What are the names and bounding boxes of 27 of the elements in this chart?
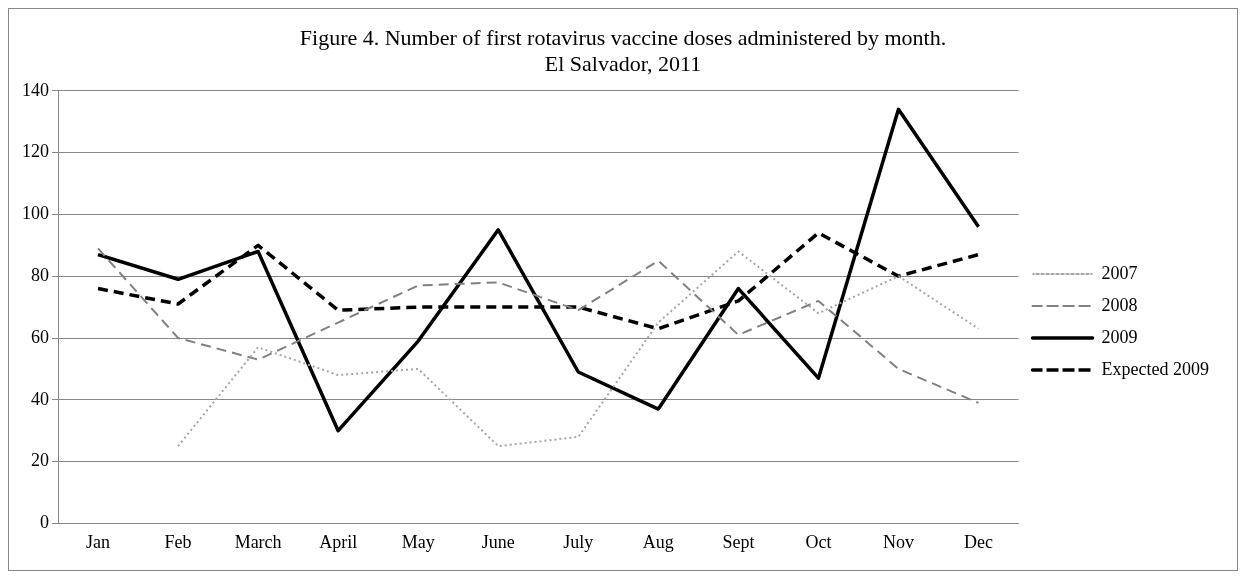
x-tick-label: July: [563, 531, 594, 552]
line-series: [177, 250, 980, 448]
y-tick-label: 120: [22, 141, 49, 162]
y-tick-label: 140: [22, 79, 49, 100]
x-tick-label: Sept: [722, 531, 755, 552]
chart-title: Figure 4. Number of first rotavirus vaccine doses administered by month.: [298, 25, 948, 51]
x-tick-label: Oct: [805, 531, 832, 552]
legend-label: 2009: [1101, 326, 1138, 347]
x-tick-label: Jan: [86, 531, 111, 552]
chart-subtitle: El Salvador, 2011: [543, 51, 703, 77]
legend-label: 2008: [1101, 294, 1138, 315]
x-tick-label: Aug: [642, 531, 674, 552]
x-tick-label: Dec: [964, 531, 994, 552]
x-tick-label: May: [401, 531, 435, 552]
x-tick-label: June: [481, 531, 515, 552]
legend-label: 2007: [1101, 262, 1138, 283]
x-tick-label: Nov: [882, 531, 914, 552]
y-tick-label: 20: [31, 450, 49, 471]
x-tick-label: March: [234, 531, 282, 552]
x-tick-label: April: [319, 531, 358, 552]
x-tick-label: Feb: [164, 531, 192, 552]
y-tick-label: 0: [40, 512, 49, 533]
y-tick-label: 60: [31, 326, 49, 347]
y-tick-label: 100: [22, 203, 49, 224]
legend-label: Expected 2009: [1101, 358, 1209, 379]
y-tick-label: 40: [31, 388, 49, 409]
y-tick-label: 80: [31, 264, 49, 285]
